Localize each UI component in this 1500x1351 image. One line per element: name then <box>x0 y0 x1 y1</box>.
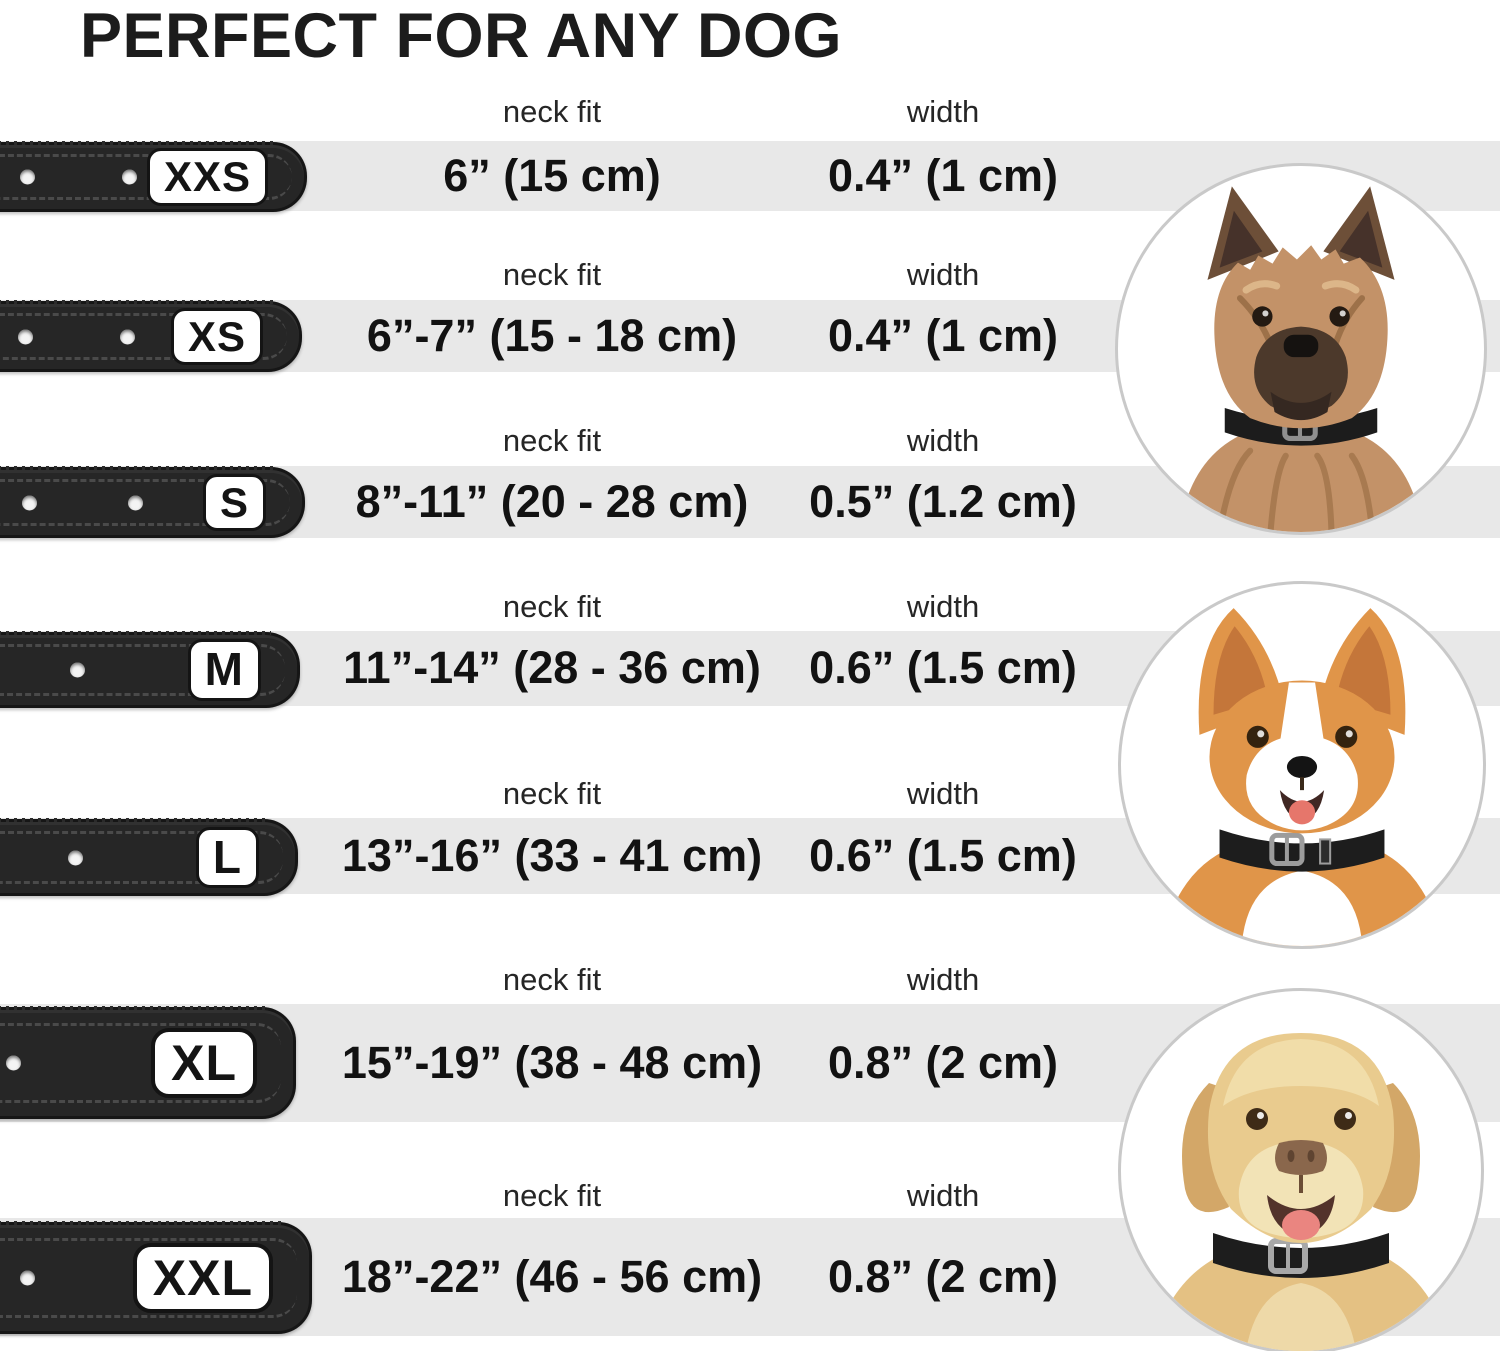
collar-hole <box>20 1270 35 1286</box>
dog-photo-labrador <box>1118 988 1484 1351</box>
collar-strap-s: S <box>0 466 305 538</box>
collar-hole <box>68 850 83 865</box>
column-header-width: width <box>906 962 980 997</box>
column-header-width: width <box>906 589 980 624</box>
size-tag-s: S <box>202 473 266 532</box>
collar-hole <box>18 329 33 344</box>
width-value: 0.6” (1.5 cm) <box>809 642 1077 693</box>
collar-strap-xl: XL <box>0 1006 296 1119</box>
collar-strap-xs: XS <box>0 300 302 372</box>
page-title: PERFECT FOR ANY DOG <box>80 1 843 71</box>
collar-hole <box>6 1055 21 1071</box>
width-value: 0.8” (2 cm) <box>827 1037 1059 1088</box>
column-header-width: width <box>906 94 980 129</box>
column-header-width: width <box>906 1178 980 1213</box>
size-tag-xxs: XXS <box>146 148 268 206</box>
neck-fit-value: 6”-7” (15 - 18 cm) <box>366 310 738 361</box>
collar-hole <box>122 169 137 185</box>
width-value: 0.4” (1 cm) <box>827 150 1059 201</box>
collar-hole <box>120 329 135 344</box>
collar-strap-xxl: XXL <box>0 1221 312 1334</box>
neck-fit-value: 18”-22” (46 - 56 cm) <box>341 1251 763 1302</box>
dog-photo-terrier <box>1115 163 1487 535</box>
collar-hole <box>22 495 37 510</box>
collar-hole <box>70 662 85 678</box>
neck-fit-value: 15”-19” (38 - 48 cm) <box>341 1037 763 1088</box>
corgi-illustration <box>1161 608 1443 946</box>
column-header-neck-fit: neck fit <box>502 589 602 624</box>
dog-photo-corgi <box>1118 581 1486 949</box>
neck-fit-value: 13”-16” (33 - 41 cm) <box>341 830 763 881</box>
size-tag-xl: XL <box>151 1028 257 1098</box>
labrador-illustration <box>1151 1033 1451 1351</box>
size-tag-xs: XS <box>170 307 263 366</box>
neck-fit-value: 11”-14” (28 - 36 cm) <box>343 642 761 693</box>
size-tag-xxl: XXL <box>132 1243 273 1313</box>
size-tag-l: L <box>195 826 259 889</box>
width-value: 0.4” (1 cm) <box>827 310 1059 361</box>
width-value: 0.6” (1.5 cm) <box>809 830 1077 881</box>
column-header-neck-fit: neck fit <box>502 776 602 811</box>
column-header-neck-fit: neck fit <box>502 257 602 292</box>
column-header-neck-fit: neck fit <box>502 423 602 458</box>
terrier-illustration <box>1179 186 1423 532</box>
column-header-width: width <box>906 423 980 458</box>
collar-hole <box>128 495 143 510</box>
neck-fit-value: 6” (15 cm) <box>443 150 661 201</box>
collar-hole <box>20 169 35 185</box>
width-value: 0.8” (2 cm) <box>827 1251 1059 1302</box>
column-header-width: width <box>906 776 980 811</box>
size-tag-m: M <box>187 639 261 701</box>
neck-fit-value: 8”-11” (20 - 28 cm) <box>355 476 749 527</box>
collar-strap-l: L <box>0 818 298 896</box>
column-header-neck-fit: neck fit <box>502 1178 602 1213</box>
width-value: 0.5” (1.2 cm) <box>809 476 1077 527</box>
column-header-width: width <box>906 257 980 292</box>
column-header-neck-fit: neck fit <box>502 962 602 997</box>
collar-strap-m: M <box>0 631 300 708</box>
collar-strap-xxs: XXS <box>0 141 307 212</box>
column-header-neck-fit: neck fit <box>502 94 602 129</box>
